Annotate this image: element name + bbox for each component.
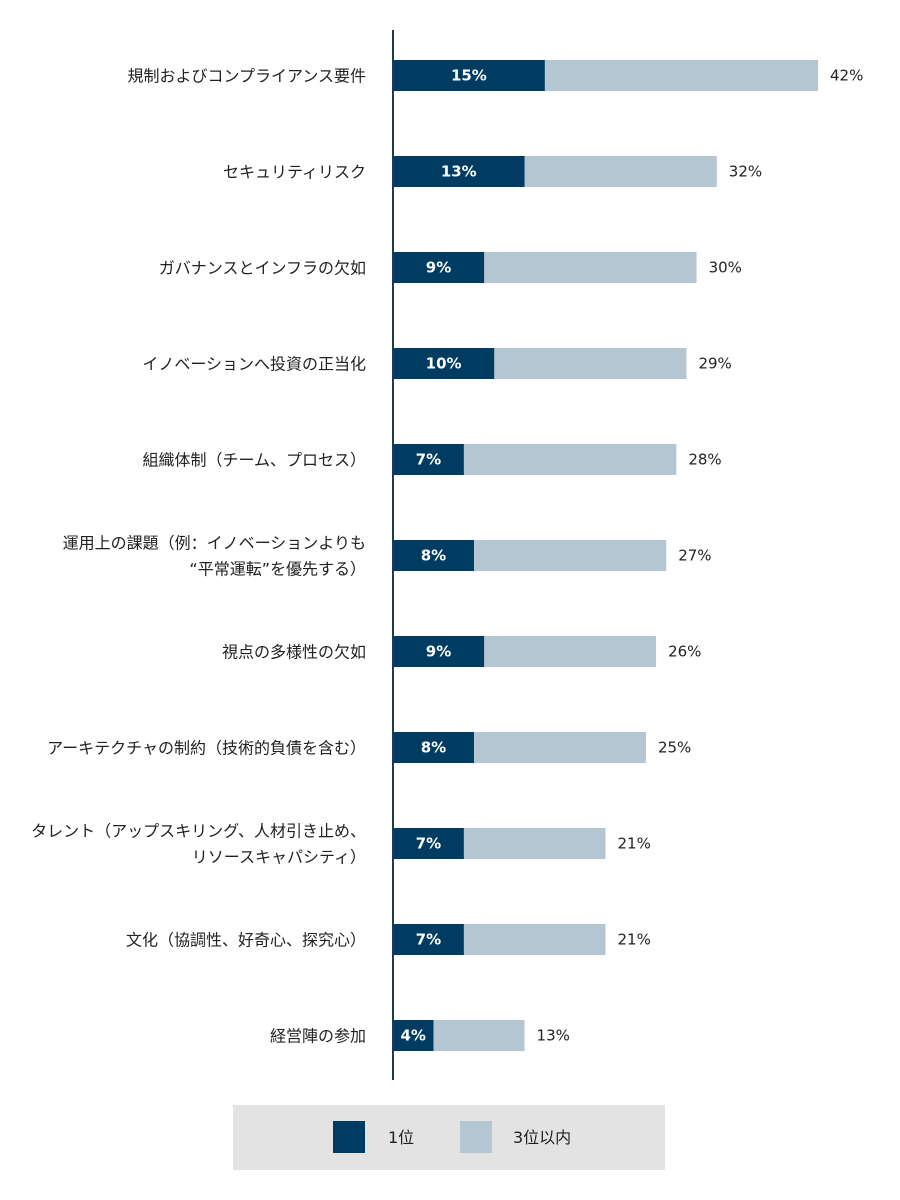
legend-label-1st: 1位 — [388, 1128, 414, 1147]
category-label: “平常運転”を優先する） — [189, 560, 366, 579]
legend-label-top3: 3位以内 — [513, 1128, 571, 1147]
legend-background — [233, 1105, 665, 1170]
data-label-top3: 42% — [830, 67, 863, 85]
bar-1st — [393, 1020, 434, 1051]
data-label-top3: 26% — [668, 643, 701, 661]
data-label-1st: 7% — [416, 835, 441, 853]
data-label-top3: 28% — [688, 451, 721, 469]
category-label: セキュリティリスク — [223, 163, 366, 182]
data-label-top3: 25% — [658, 739, 691, 757]
bar-1st — [393, 252, 485, 283]
data-label-top3: 29% — [698, 355, 731, 373]
category-label: 視点の多様性の欠如 — [222, 643, 366, 662]
bar-1st — [393, 732, 474, 763]
category-label: タレント（アップスキリング、人材引き止め、 — [31, 822, 366, 841]
legend: 1位 3位以内 — [233, 1105, 665, 1170]
bar-1st — [393, 348, 495, 379]
bar-1st — [393, 60, 545, 91]
data-label-1st: 15% — [451, 67, 487, 85]
data-label-top3: 30% — [709, 259, 742, 277]
data-label-1st: 9% — [426, 643, 451, 661]
category-label: アーキテクチャの制約（技術的負債を含む） — [47, 739, 366, 758]
bar-1st — [393, 444, 464, 475]
data-label-1st: 13% — [441, 163, 477, 181]
data-label-1st: 8% — [421, 739, 446, 757]
category-label: 運用上の課題（例：イノベーションよりも — [63, 534, 366, 553]
data-label-1st: 8% — [421, 547, 446, 565]
bar-1st — [393, 636, 485, 667]
category-label: 文化（協調性、好奇心、探究心） — [126, 931, 366, 950]
data-label-top3: 21% — [618, 835, 651, 853]
bar-1st — [393, 828, 464, 859]
data-label-1st: 9% — [426, 259, 451, 277]
bar-1st — [393, 924, 464, 955]
category-label: 規制およびコンプライアンス要件 — [127, 67, 366, 86]
data-label-1st: 4% — [401, 1027, 426, 1045]
bar-1st — [393, 540, 474, 571]
data-label-top3: 21% — [618, 931, 651, 949]
legend-swatch-1st — [333, 1121, 365, 1153]
data-label-top3: 32% — [729, 163, 762, 181]
legend-swatch-top3 — [460, 1121, 492, 1153]
data-label-top3: 13% — [537, 1027, 570, 1045]
category-label: リソースキャパシティ） — [192, 848, 366, 867]
data-label-1st: 7% — [416, 451, 441, 469]
bars-layer: 15% 42% 規制およびコンプライアンス要件 13% 32% セキュリティリスク 9% 30… — [31, 60, 863, 1051]
category-label: 経営陣の参加 — [270, 1027, 366, 1046]
category-label: イノベーションへ投資の正当化 — [142, 355, 366, 374]
category-label: 組織体制（チーム、プロセス） — [142, 451, 366, 470]
category-label: ガバナンスとインフラの欠如 — [159, 259, 366, 278]
bar-1st — [393, 156, 525, 187]
data-label-top3: 27% — [678, 547, 711, 565]
data-label-1st: 10% — [426, 355, 462, 373]
data-label-1st: 7% — [416, 931, 441, 949]
